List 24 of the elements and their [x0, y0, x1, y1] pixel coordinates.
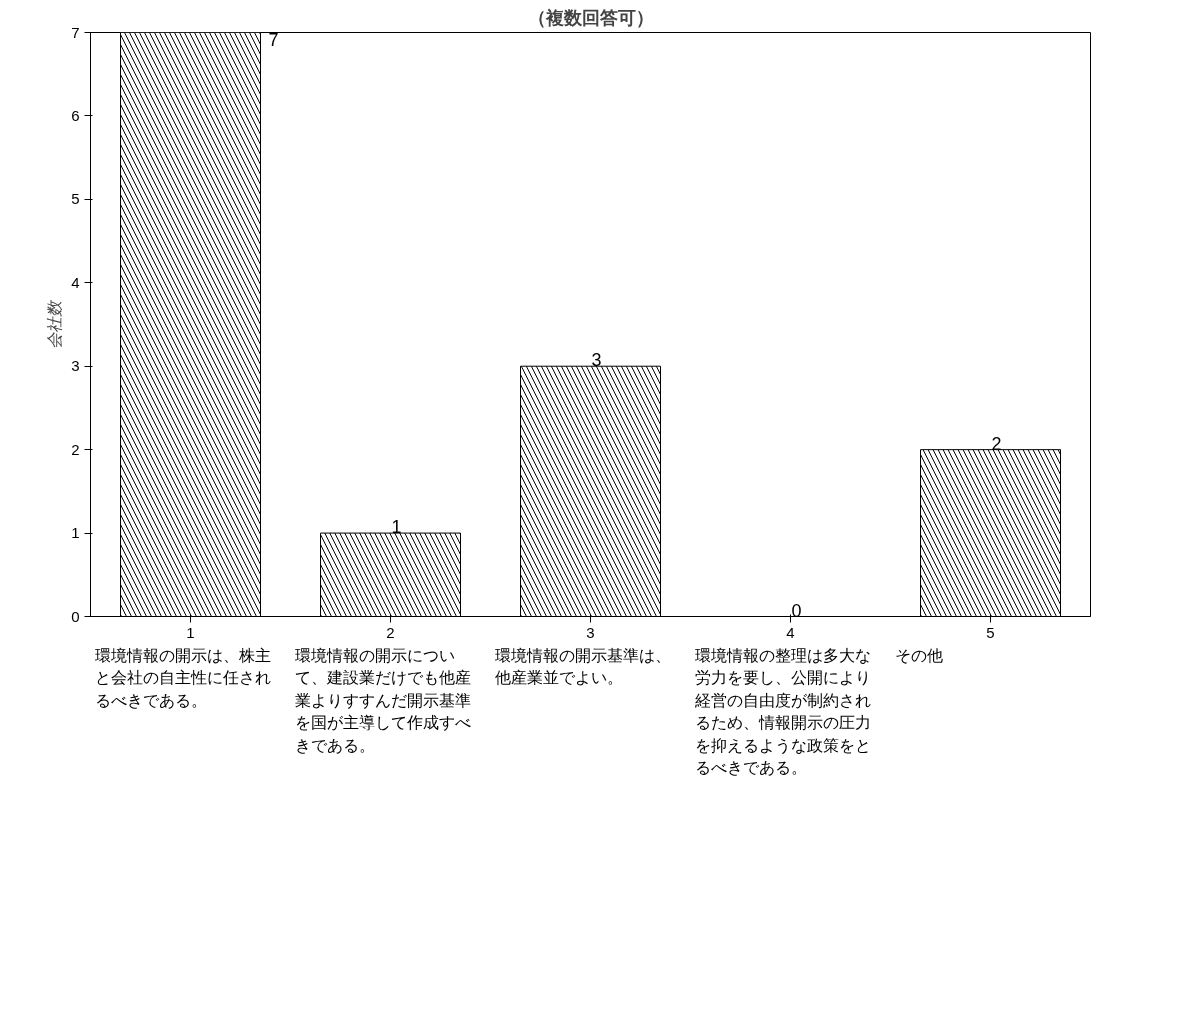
y-tick-label: 7	[71, 23, 80, 41]
y-tick-label: 4	[71, 273, 80, 291]
x-tick-label: 3	[586, 623, 595, 641]
y-tick-label: 6	[71, 106, 80, 124]
text: その他	[895, 646, 943, 666]
text: 環境情報の開示基準は、他産業並でよい。	[495, 646, 672, 689]
y-tick-label: 5	[71, 190, 80, 208]
x-tick-label: 2	[386, 623, 395, 641]
y-tick-label: 0	[71, 607, 80, 625]
y-tick-label: 3	[71, 357, 80, 375]
data-label: 2	[991, 433, 1002, 454]
text: 環境情報の開示は、株主と会社の自主性に任されるべきである。	[95, 646, 272, 711]
data-label: 1	[391, 517, 402, 538]
text: 環境情報の整理は多大な労力を要し、公開により経営の自由度が制約されるため、情報開示の圧力を抑えるような政策をとるべきである。	[695, 646, 872, 778]
x-tick-label: 5	[986, 623, 995, 641]
data-label: 7	[268, 29, 279, 50]
text: 環境情報の開示について、建設業だけでも他産業よりすすんだ開示基準を国が主導して作成すべきである。	[295, 646, 472, 756]
x-tick-label: 4	[786, 623, 795, 641]
y-tick-label: 2	[71, 440, 80, 458]
x-tick-label: 1	[186, 623, 195, 641]
y-axis-title: 会社数	[46, 298, 64, 349]
data-label: 3	[591, 350, 602, 371]
y-tick-label: 1	[71, 524, 80, 542]
chart-title: （複数回答可）	[527, 7, 654, 28]
